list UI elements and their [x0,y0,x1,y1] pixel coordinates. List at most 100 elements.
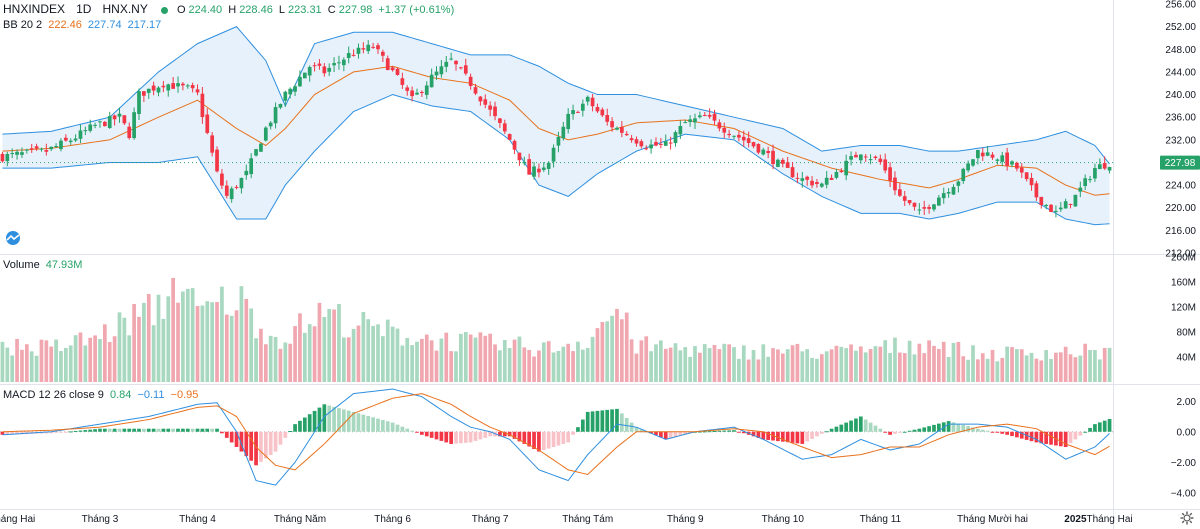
candle [810,176,814,189]
macd-histogram-bar [566,431,571,443]
volume-bar [985,358,990,382]
candle-body [103,121,107,127]
candle [873,155,878,160]
candle [107,111,112,129]
macd-histogram-bar [0,431,5,435]
candle-body [390,67,395,71]
candle [166,83,171,97]
candle-body [732,135,736,137]
macd-histogram-bar [546,431,551,449]
volume-bar [966,359,970,382]
candle [244,164,249,180]
macd-histogram-bar [151,428,156,432]
volume-bar [707,348,712,382]
candle [434,66,439,80]
candle [146,88,151,99]
volume-bar [522,347,527,382]
volume-bar [361,311,366,382]
volume-bar [1102,348,1107,382]
volume-bar [761,344,766,382]
volume-bar [815,358,819,382]
candle [268,121,273,130]
candle [761,147,766,156]
volume-bar [54,339,58,382]
candle-body [844,160,849,176]
volume-bar [10,355,15,382]
candle [839,168,844,173]
candle-body [239,177,244,189]
macd-histogram-bar [556,431,561,446]
candle [317,59,322,70]
candle-body [585,96,590,102]
tradingview-logo-icon[interactable] [4,231,22,245]
candle [5,151,10,167]
candle [34,143,39,151]
volume-bar [44,340,49,382]
macd-histogram-group [0,404,1112,466]
macd-tick-label: 0.00 [1177,427,1197,438]
macd-histogram-bar [20,431,24,435]
volume-bar [868,349,873,382]
macd-histogram-bar [298,420,302,432]
volume-bar [254,338,258,382]
volume-bar [122,317,127,382]
candle-body [683,122,688,124]
volume-bar [878,346,883,382]
candle-body [600,109,605,116]
candle [995,158,1000,165]
volume-bar [971,345,975,382]
candle-body [712,113,717,121]
volume-bar [229,315,234,382]
volume-bar [195,305,200,382]
candle [1000,151,1005,167]
candle [224,180,229,199]
candle [68,138,73,145]
volume-bar [717,349,722,382]
candle-body [937,197,941,206]
gear-icon[interactable] [1180,511,1194,525]
candle [663,134,668,147]
volume-bar [1093,349,1097,382]
volume-bar [78,332,83,382]
candle [103,120,107,127]
macd-histogram-bar [995,431,1000,433]
candle [142,91,146,102]
candle-body [707,114,712,117]
candle-body [766,150,771,154]
macd-histogram-bar [254,431,258,466]
candle-body [741,136,746,141]
candle [1088,175,1092,183]
candle [234,184,239,190]
macd-histogram-bar [917,428,922,432]
last-price-tag-label: 227.98 [1165,158,1196,169]
candle-body [912,202,917,207]
volume-bar [205,301,210,382]
macd-histogram-bar [761,431,766,440]
candle-body [517,152,522,161]
volume-bar [727,344,731,382]
candle [673,130,678,147]
candle [410,86,414,102]
candle-body [493,106,497,117]
volume-bar [249,308,254,382]
candle-body [966,163,970,171]
macd-histogram-bar [1058,431,1063,447]
candle-body [322,66,327,74]
candle [1093,163,1097,182]
candle-body [873,156,878,158]
volume-bar [590,336,595,382]
candle-body [478,96,483,102]
price-tick-label: 236.00 [1165,113,1196,124]
candle [834,169,839,180]
macd-histogram-bar [410,430,414,432]
volume-bar [151,325,156,382]
candle-body [693,118,697,123]
volume-bar [639,340,644,382]
candle-body [268,122,273,127]
candle [137,88,141,121]
volume-bar [210,302,215,382]
candle-body [605,114,610,122]
volume-bar [610,315,614,382]
candle-body [990,154,995,158]
